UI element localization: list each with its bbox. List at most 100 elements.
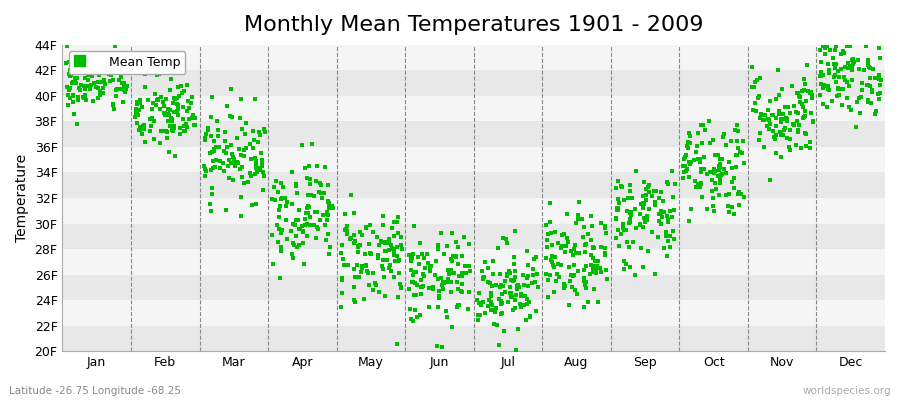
Point <box>814 92 828 98</box>
Point <box>118 89 132 95</box>
Point <box>392 270 406 277</box>
Point <box>299 210 313 216</box>
Point <box>598 250 612 256</box>
Point <box>107 106 122 112</box>
Point <box>549 278 563 284</box>
Point <box>96 77 111 83</box>
Point <box>173 131 187 138</box>
Point <box>93 88 107 94</box>
Point <box>557 231 572 237</box>
Point <box>310 226 325 232</box>
Point <box>64 72 78 78</box>
Point <box>794 145 808 151</box>
Point <box>627 272 642 278</box>
Point <box>594 269 608 275</box>
Bar <box>62 45 885 70</box>
Point <box>633 222 647 228</box>
Point <box>499 236 513 242</box>
Point <box>517 302 531 308</box>
Point <box>608 234 623 241</box>
Point <box>851 94 866 101</box>
Point <box>790 129 805 135</box>
Point <box>302 204 316 210</box>
Point <box>112 77 127 84</box>
Point <box>431 304 446 310</box>
Point <box>682 130 697 136</box>
Point <box>163 87 177 93</box>
Point <box>623 209 637 215</box>
Point <box>634 201 648 208</box>
Point <box>248 164 263 171</box>
Point <box>635 263 650 270</box>
Point <box>341 262 356 268</box>
Point <box>668 181 682 187</box>
Point <box>302 176 317 182</box>
Point <box>202 126 216 133</box>
Point <box>289 232 303 239</box>
Point <box>653 221 668 227</box>
Point <box>365 287 380 293</box>
Point <box>212 144 226 150</box>
Point <box>430 242 445 248</box>
Point <box>702 118 716 124</box>
Point <box>498 289 512 295</box>
Point <box>635 193 650 199</box>
Point <box>771 92 786 98</box>
Point <box>344 234 358 241</box>
Point <box>489 282 503 288</box>
Point <box>684 159 698 166</box>
Point <box>861 64 876 70</box>
Point <box>850 98 864 105</box>
Point <box>679 168 693 175</box>
Point <box>500 270 514 277</box>
Point <box>713 177 727 183</box>
Point <box>158 112 173 119</box>
Point <box>497 328 511 334</box>
Point <box>503 277 517 284</box>
Point <box>403 254 418 260</box>
Point <box>248 96 263 102</box>
Point <box>694 181 708 187</box>
Point <box>506 278 520 284</box>
Point <box>516 272 530 278</box>
Point <box>588 258 602 264</box>
Point <box>301 202 315 209</box>
Point <box>682 174 697 180</box>
Point <box>133 124 148 130</box>
Point <box>544 259 559 265</box>
Point <box>295 240 310 247</box>
Point <box>856 67 870 73</box>
Point <box>728 127 742 133</box>
Bar <box>62 96 885 122</box>
Point <box>871 91 886 97</box>
Point <box>655 197 670 204</box>
Point <box>727 175 742 182</box>
Point <box>300 232 314 239</box>
Point <box>865 87 879 93</box>
Point <box>285 251 300 258</box>
Point <box>235 174 249 180</box>
Point <box>378 248 392 254</box>
Point <box>292 226 307 232</box>
Point <box>431 276 446 282</box>
Point <box>448 253 463 259</box>
Point <box>405 255 419 261</box>
Point <box>744 84 759 90</box>
Point <box>783 126 797 133</box>
Point <box>266 232 280 238</box>
Point <box>569 250 583 256</box>
Point <box>714 164 728 170</box>
Point <box>648 188 662 194</box>
Point <box>394 284 409 290</box>
Point <box>771 111 786 118</box>
Point <box>220 206 234 213</box>
Point <box>163 76 177 82</box>
Text: Latitude -26.75 Longitude -68.25: Latitude -26.75 Longitude -68.25 <box>9 386 181 396</box>
Point <box>170 95 184 101</box>
Point <box>590 299 605 306</box>
Point <box>758 112 772 118</box>
Point <box>436 282 450 288</box>
Point <box>580 279 594 286</box>
Point <box>403 258 418 264</box>
Point <box>491 296 506 303</box>
